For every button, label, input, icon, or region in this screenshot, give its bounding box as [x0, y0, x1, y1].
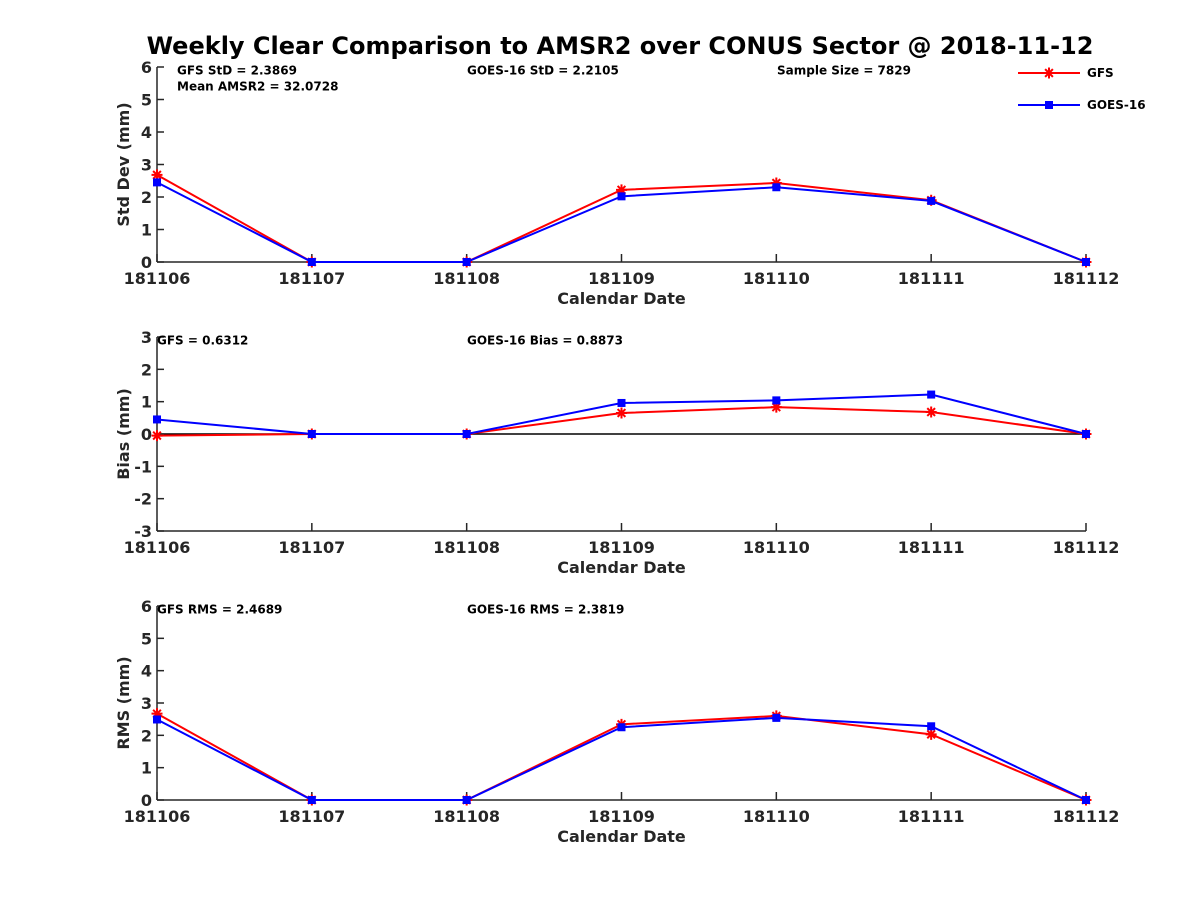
goes16-point — [1082, 796, 1090, 804]
stat-annotation: GFS RMS = 2.4689 — [157, 603, 282, 617]
goes16-point — [153, 415, 161, 424]
goes16-point — [617, 398, 626, 407]
x-tick-label: 181110 — [743, 538, 810, 557]
goes16-point — [772, 713, 781, 722]
gfs-point — [770, 401, 782, 413]
gfs-point — [770, 177, 782, 189]
goes16-point — [927, 196, 936, 205]
y-tick-label: 6 — [141, 597, 152, 616]
goes16-point — [1082, 258, 1090, 266]
legend-goes16-label: GOES-16 — [1087, 98, 1146, 112]
goes16-point — [927, 390, 936, 399]
x-tick-label: 181107 — [278, 538, 345, 557]
gfs-point — [151, 169, 163, 181]
y-tick-label: 3 — [141, 328, 152, 347]
goes16-point — [462, 430, 471, 438]
y-tick-label: 2 — [141, 726, 152, 745]
y-tick-label: 2 — [141, 360, 152, 379]
legend-gfs-marker — [1043, 67, 1055, 79]
stat-annotation: GOES-16 StD = 2.2105 — [467, 64, 619, 78]
y-tick-label: 4 — [141, 123, 152, 142]
y-tick-label: 3 — [141, 156, 152, 175]
y-tick-label: -1 — [134, 457, 152, 476]
stat-annotation: Mean AMSR2 = 32.0728 — [177, 80, 338, 94]
goes16-point — [153, 715, 161, 724]
y-tick-label: 5 — [141, 91, 152, 110]
y-tick-label: -2 — [134, 490, 152, 509]
x-tick-label: 181106 — [124, 538, 191, 557]
stat-annotation: GFS StD = 2.3869 — [177, 64, 297, 78]
y-tick-label: 2 — [141, 188, 152, 207]
goes16-point — [617, 723, 626, 732]
goes16-point — [307, 430, 316, 438]
x-tick-label: 181109 — [588, 269, 655, 288]
gfs-point — [925, 728, 937, 740]
gfs-point — [616, 184, 627, 196]
x-tick-label: 181106 — [124, 269, 191, 288]
y-tick-label: 6 — [141, 58, 152, 77]
y-tick-label: -3 — [134, 522, 152, 541]
y-axis-label: RMS (mm) — [114, 656, 133, 749]
goes16-point — [153, 178, 161, 187]
x-axis-label: Calendar Date — [557, 827, 686, 846]
stat-annotation: Sample Size = 7829 — [777, 64, 911, 78]
bias-panel: -3 -2 -1 0 1 2 3 181106 181107 181108 181109 181110… — [114, 328, 1119, 577]
legend: GFS GOES-16 — [1018, 66, 1146, 112]
gfs-point — [151, 430, 163, 442]
figure-title: Weekly Clear Comparison to AMSR2 over CO… — [147, 32, 1094, 60]
gfs-point — [925, 406, 937, 418]
x-tick-label: 181110 — [743, 269, 810, 288]
x-tick-label: 181108 — [433, 807, 500, 826]
y-tick-label: 1 — [141, 393, 152, 412]
y-tick-label: 0 — [141, 791, 152, 810]
y-tick-label: 1 — [141, 221, 152, 240]
x-tick-label: 181112 — [1053, 807, 1120, 826]
x-tick-label: 181107 — [278, 807, 345, 826]
stat-annotation: GOES-16 RMS = 2.3819 — [467, 603, 624, 617]
std-dev-panel: 0 1 2 3 4 5 6 181106 181107 181108 181109 181110 181… — [114, 58, 1119, 308]
y-tick-label: 0 — [141, 425, 152, 444]
y-tick-label: 5 — [141, 629, 152, 648]
goes16-point — [927, 722, 936, 731]
y-tick-label: 1 — [141, 759, 152, 778]
x-tick-label: 181108 — [433, 538, 500, 557]
goes16-point — [772, 183, 781, 192]
x-tick-label: 181111 — [898, 269, 965, 288]
stat-annotation: GFS = 0.6312 — [157, 334, 248, 348]
gfs-point — [151, 708, 163, 720]
goes16-point — [772, 396, 781, 405]
x-tick-label: 181109 — [588, 538, 655, 557]
x-tick-label: 181111 — [898, 538, 965, 557]
goes16-point — [462, 258, 471, 266]
x-tick-label: 181112 — [1053, 269, 1120, 288]
rms-panel: 0 1 2 3 4 5 6 181106 181107 181108 181109 181110 181… — [114, 597, 1119, 846]
legend-goes16-marker — [1045, 101, 1053, 109]
x-tick-label: 181108 — [433, 269, 500, 288]
gfs-point — [616, 407, 627, 419]
goes16-point — [462, 796, 471, 804]
y-axis-label: Std Dev (mm) — [114, 102, 133, 226]
stat-annotation: GOES-16 Bias = 0.8873 — [467, 334, 623, 348]
goes16-point — [307, 258, 316, 266]
y-tick-label: 4 — [141, 662, 152, 681]
x-tick-label: 181111 — [898, 807, 965, 826]
x-tick-label: 181106 — [124, 807, 191, 826]
y-tick-label: 3 — [141, 694, 152, 713]
goes16-point — [617, 192, 626, 201]
x-tick-label: 181107 — [278, 269, 345, 288]
goes16-point — [307, 796, 316, 804]
y-axis-label: Bias (mm) — [114, 388, 133, 480]
goes16-point — [1082, 430, 1090, 438]
x-tick-label: 181109 — [588, 807, 655, 826]
y-tick-label: 0 — [141, 253, 152, 272]
x-tick-label: 181110 — [743, 807, 810, 826]
legend-gfs-label: GFS — [1087, 66, 1114, 80]
x-axis-label: Calendar Date — [557, 289, 686, 308]
x-tick-label: 181112 — [1053, 538, 1120, 557]
asterisk-marker — [1043, 67, 1055, 79]
x-axis-label: Calendar Date — [557, 558, 686, 577]
